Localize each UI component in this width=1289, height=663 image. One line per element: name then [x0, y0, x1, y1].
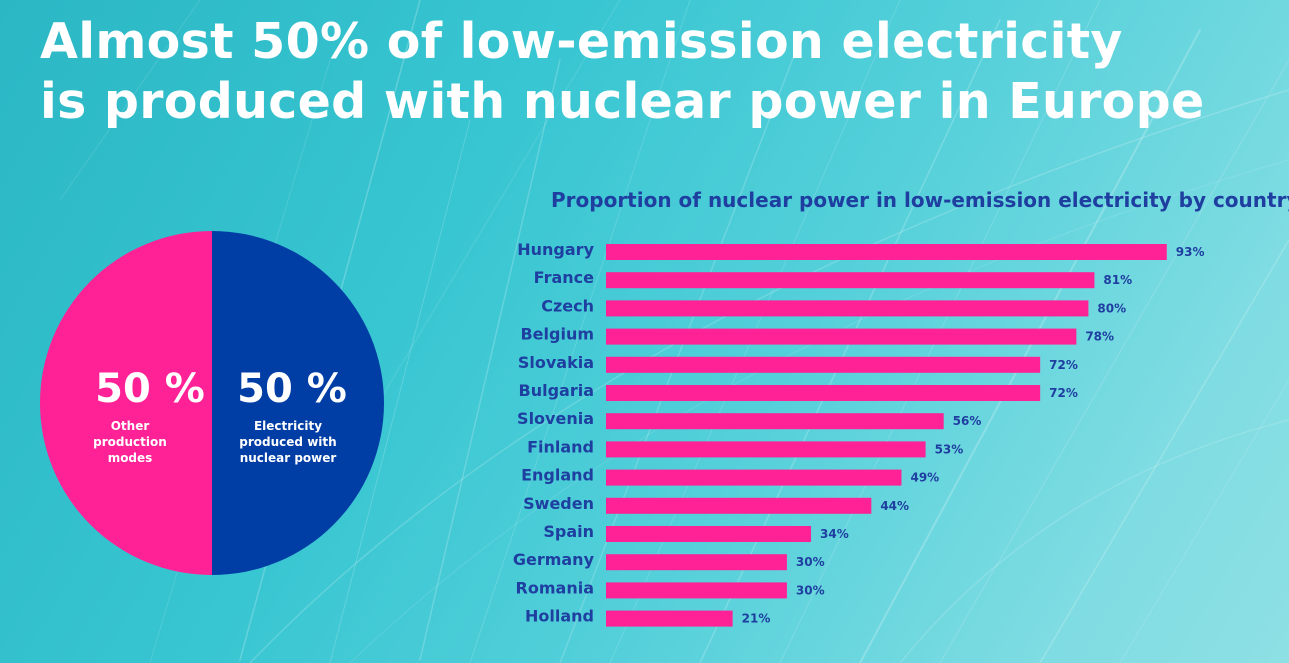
- bar-hungary: [606, 244, 1167, 260]
- bar-value-label: 44%: [880, 499, 909, 513]
- bar-category-label: Finland: [527, 437, 594, 456]
- bar-chart: Hungary 93% France 81% Czech 80% Belgium 78% Slo…: [513, 240, 1205, 627]
- bar-value-label: 81%: [1103, 273, 1132, 287]
- bar-czech: [606, 300, 1089, 317]
- bar-england: [606, 469, 902, 486]
- bar-belgium: [606, 328, 1077, 345]
- bar-value-label: 72%: [1049, 386, 1078, 400]
- bar-germany: [606, 554, 787, 571]
- bar-sweden: [606, 497, 872, 514]
- bar-value-label: 30%: [796, 555, 825, 569]
- bar-value-label: 93%: [1176, 245, 1205, 259]
- bar-value-label: 53%: [935, 442, 964, 456]
- bar-value-label: 30%: [796, 583, 825, 597]
- bar-category-label: Slovenia: [517, 409, 594, 428]
- pie-left-label-line: production: [93, 435, 167, 449]
- pie-right-label-line: nuclear power: [239, 451, 337, 465]
- bar-category-label: Romania: [516, 578, 594, 597]
- pie-right-label-line: Electricity: [253, 419, 323, 433]
- pie-chart: [40, 231, 384, 575]
- bar-romania: [606, 582, 787, 599]
- bar-category-label: Belgium: [520, 325, 594, 344]
- bar-slovenia: [606, 413, 944, 430]
- pie-right-label-line: produced with: [239, 435, 337, 449]
- bar-category-label: England: [521, 466, 594, 485]
- pie-left-label: Other production modes: [60, 418, 200, 466]
- pie-left-label-line: Other: [110, 419, 150, 433]
- bar-category-label: Hungary: [517, 240, 594, 259]
- bar-spain: [606, 526, 812, 542]
- bar-finland: [606, 441, 926, 458]
- bar-bulgaria: [606, 385, 1041, 401]
- bar-category-label: France: [534, 268, 594, 287]
- bar-value-label: 72%: [1049, 358, 1078, 372]
- bar-category-label: Holland: [525, 607, 594, 626]
- bar-france: [606, 272, 1095, 289]
- bar-holland: [606, 610, 733, 627]
- pie-right-label: Electricity produced with nuclear power: [218, 418, 358, 466]
- bar-value-label: 56%: [953, 414, 982, 428]
- bar-value-label: 34%: [820, 527, 849, 541]
- bar-category-label: Bulgaria: [519, 381, 595, 400]
- bar-value-label: 80%: [1097, 301, 1126, 315]
- headline-line-1: Almost 50% of low-emission electricity: [40, 13, 1123, 70]
- pie-slice-nuclear-power: [212, 231, 384, 575]
- headline: Almost 50% of low-emission electricity i…: [40, 12, 1240, 132]
- bar-category-label: Spain: [543, 522, 594, 541]
- bar-chart-title: Proportion of nuclear power in low-emiss…: [551, 188, 1289, 212]
- bar-value-label: 49%: [910, 471, 939, 485]
- bar-category-label: Germany: [513, 550, 595, 569]
- headline-line-2: is produced with nuclear power in Europe: [40, 73, 1205, 130]
- pie-left-percent: 50 %: [95, 366, 205, 412]
- bar-category-label: Slovakia: [518, 353, 594, 372]
- pie-left-label-line: modes: [107, 451, 153, 465]
- pie-right-percent: 50 %: [237, 366, 347, 412]
- bar-value-label: 21%: [742, 612, 771, 626]
- bar-category-label: Sweden: [523, 494, 594, 513]
- bar-slovakia: [606, 356, 1041, 373]
- bar-category-label: Czech: [541, 296, 594, 315]
- pie-slice-other-production: [40, 231, 212, 575]
- bar-value-label: 78%: [1085, 330, 1114, 344]
